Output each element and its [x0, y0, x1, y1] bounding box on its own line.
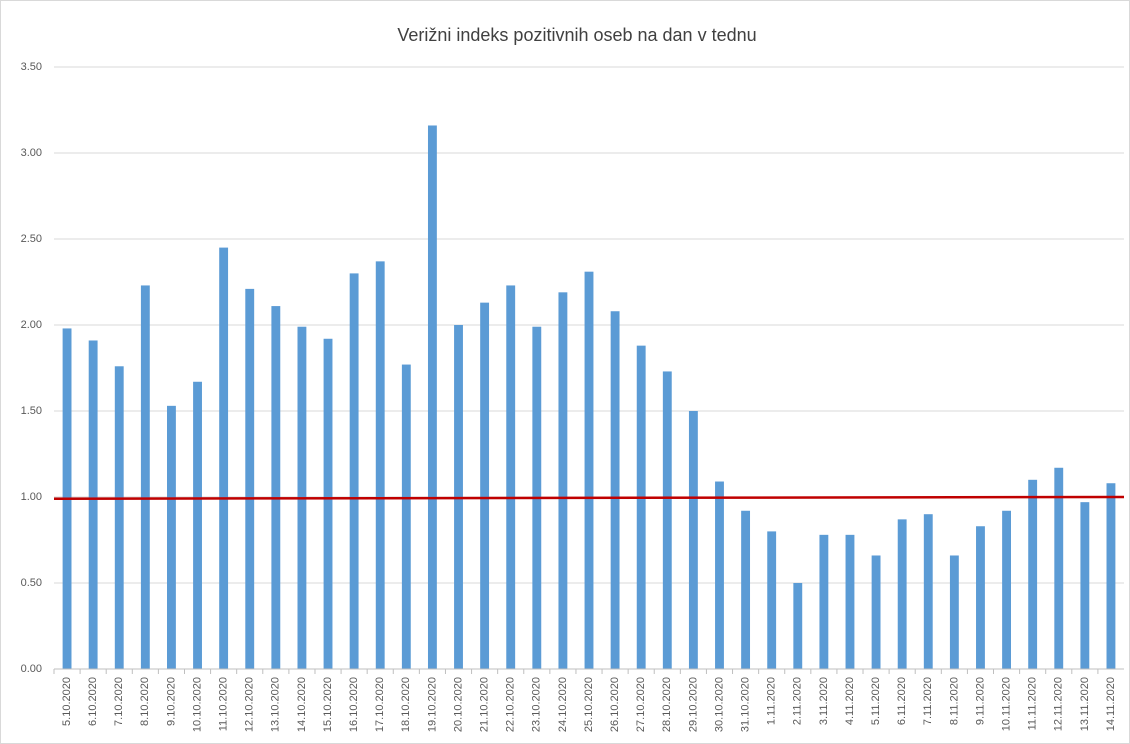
- x-tick-label: 6.11.2020: [896, 677, 908, 725]
- x-tick-label: 30.10.2020: [713, 677, 725, 732]
- x-tick-label: 14.10.2020: [296, 677, 308, 732]
- x-tick-label: 2.11.2020: [792, 677, 804, 725]
- bar: [1028, 479, 1038, 669]
- x-tick-label: 12.11.2020: [1053, 677, 1065, 731]
- bar: [480, 302, 490, 669]
- bar: [767, 531, 777, 669]
- bar: [584, 271, 594, 669]
- x-tick-label: 31.10.2020: [739, 677, 751, 732]
- x-tick-label: 3.11.2020: [818, 677, 830, 725]
- x-tick-label: 25.10.2020: [583, 677, 595, 732]
- x-tick-label: 6.10.2020: [87, 677, 99, 726]
- bar: [245, 288, 255, 669]
- x-tick-label: 16.10.2020: [348, 677, 360, 732]
- x-tick-label: 29.10.2020: [687, 677, 699, 732]
- bar: [323, 338, 333, 669]
- bar: [140, 285, 150, 669]
- x-tick-label: 15.10.2020: [322, 677, 334, 732]
- bar: [976, 526, 985, 669]
- x-tick-label: 26.10.2020: [609, 677, 621, 732]
- x-tick-label: 7.11.2020: [922, 677, 934, 725]
- y-tick-label: 2.50: [21, 233, 42, 245]
- bar: [715, 481, 724, 669]
- y-tick-label: 1.00: [21, 491, 42, 503]
- x-tick-label: 12.10.2020: [244, 677, 256, 732]
- bar: [819, 534, 829, 669]
- y-tick-label: 1.50: [21, 405, 42, 417]
- bar: [1106, 483, 1116, 669]
- y-tick-label: 3.50: [21, 61, 42, 73]
- bar: [636, 345, 646, 669]
- x-tick-label: 13.10.2020: [270, 677, 282, 732]
- x-tick-label: 22.10.2020: [505, 677, 517, 732]
- x-tick-label: 8.11.2020: [948, 677, 960, 725]
- bar: [167, 405, 176, 669]
- bar: [662, 371, 672, 669]
- x-tick-label: 8.10.2020: [139, 677, 151, 726]
- x-tick-label: 10.11.2020: [1000, 677, 1012, 731]
- y-tick-label: 0.00: [21, 663, 42, 675]
- x-tick-label: 9.11.2020: [974, 677, 986, 725]
- bar: [1002, 510, 1011, 669]
- chart-title: Verižni indeks pozitivnih oseb na dan v …: [397, 25, 756, 45]
- bar: [114, 366, 124, 669]
- bar: [688, 411, 698, 669]
- x-tick-label: 9.10.2020: [165, 677, 177, 726]
- x-tick-label: 14.11.2020: [1105, 677, 1117, 731]
- y-tick-label: 2.00: [21, 319, 42, 331]
- bar: [219, 247, 229, 669]
- bar: [558, 292, 568, 669]
- x-tick-label: 7.10.2020: [113, 677, 125, 726]
- bar: [897, 519, 907, 669]
- bar: [949, 555, 959, 669]
- bar: [845, 534, 855, 669]
- bar: [793, 583, 803, 669]
- x-tick-label: 28.10.2020: [661, 677, 673, 732]
- x-tick-label: 23.10.2020: [531, 677, 543, 732]
- bar: [506, 285, 516, 669]
- bar: [88, 340, 98, 669]
- bar: [375, 261, 385, 669]
- x-tick-label: 10.10.2020: [191, 677, 203, 732]
- x-tick-label: 18.10.2020: [400, 677, 412, 732]
- x-tick-label: 5.11.2020: [870, 677, 882, 725]
- bar: [923, 514, 933, 669]
- x-tick-label: 13.11.2020: [1079, 677, 1091, 731]
- bar: [1080, 502, 1090, 669]
- y-tick-label: 0.50: [21, 577, 42, 589]
- bar: [610, 311, 620, 669]
- x-tick-label: 27.10.2020: [635, 677, 647, 732]
- x-tick-label: 24.10.2020: [557, 677, 569, 732]
- bar: [871, 555, 881, 669]
- x-tick-label: 21.10.2020: [479, 677, 491, 732]
- x-tick-label: 20.10.2020: [452, 677, 464, 732]
- y-tick-label: 3.00: [21, 147, 42, 159]
- bar: [271, 306, 281, 669]
- x-tick-label: 5.10.2020: [61, 677, 73, 726]
- x-tick-label: 4.11.2020: [844, 677, 856, 725]
- bar: [193, 381, 202, 669]
- bar: [741, 510, 751, 669]
- trendline: [53, 495, 1125, 500]
- x-tick-label: 1.11.2020: [766, 677, 778, 725]
- x-tick-label: 11.10.2020: [218, 677, 230, 731]
- x-tick-label: 17.10.2020: [374, 677, 386, 732]
- bar: [427, 125, 437, 670]
- bar: [401, 364, 411, 669]
- x-tick-label: 11.11.2020: [1027, 677, 1039, 730]
- bar: [1054, 467, 1064, 669]
- x-tick-label: 19.10.2020: [426, 677, 438, 732]
- bar: [349, 273, 359, 669]
